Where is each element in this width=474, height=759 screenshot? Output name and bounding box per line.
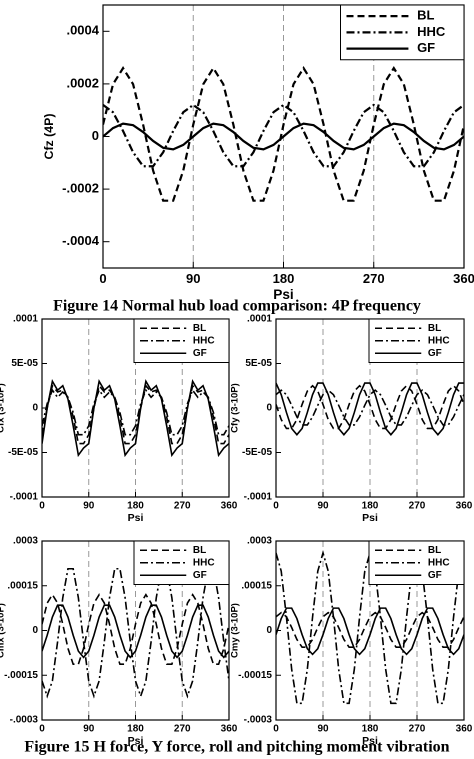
legend-label: HHC	[417, 24, 446, 39]
legend-label: GF	[417, 40, 435, 55]
x-tick-label: 180	[127, 501, 144, 512]
x-tick-label: 270	[409, 501, 426, 512]
x-tick-label: 360	[221, 724, 238, 735]
y-tick-label: 0	[92, 128, 99, 143]
y-tick-label: 0	[266, 625, 272, 636]
x-tick-label: 270	[174, 501, 191, 512]
y-tick-label: 0	[32, 625, 38, 636]
y-tick-label: .0003	[247, 536, 272, 547]
series-line	[276, 550, 464, 705]
x-axis-label: Psi	[128, 735, 144, 747]
y-tick-label: .0001	[13, 314, 38, 325]
x-tick-label: 360	[456, 501, 473, 512]
y-tick-label: .0001	[247, 314, 272, 325]
legend-box	[133, 318, 230, 363]
y-tick-label: .00015	[7, 580, 38, 591]
series-line	[276, 611, 464, 649]
caption: Figure 15 H force, Y force, roll and pit…	[24, 739, 449, 756]
legend-label: GF	[193, 570, 207, 581]
y-tick-label: .0002	[66, 75, 99, 90]
x-tick-label: 90	[317, 501, 329, 512]
x-axis-label: Psi	[273, 287, 293, 302]
series-line	[103, 103, 464, 168]
y-axis-label: Cmy (3-10P)	[230, 603, 241, 658]
y-tick-label: .0003	[13, 536, 38, 547]
series-line	[42, 384, 229, 445]
legend-label: HHC	[193, 557, 215, 568]
y-tick-label: -.0003	[10, 715, 39, 726]
x-tick-label: 270	[174, 724, 191, 735]
y-tick-label: -.0003	[244, 715, 273, 726]
legend-label: HHC	[428, 335, 450, 346]
x-tick-label: 270	[409, 724, 426, 735]
y-tick-label: 0	[32, 403, 38, 414]
x-tick-label: 0	[39, 724, 45, 735]
y-tick-label: -.0004	[62, 233, 100, 248]
y-tick-label: .0004	[66, 23, 99, 38]
series-line	[42, 388, 229, 436]
x-tick-label: 180	[362, 724, 379, 735]
x-tick-label: 270	[363, 271, 385, 286]
legend-label: BL	[193, 323, 206, 334]
series-line	[42, 567, 229, 699]
series-line	[276, 389, 464, 426]
y-tick-label: 5E-05	[11, 358, 38, 369]
y-tick-label: -.00015	[238, 670, 272, 681]
x-tick-label: 360	[221, 501, 238, 512]
y-axis-label: Cfy (3-10P)	[230, 383, 241, 433]
legend-label: GF	[428, 570, 442, 581]
y-tick-label: -5E-05	[242, 447, 272, 458]
x-axis-label: Psi	[362, 512, 378, 524]
x-tick-label: 0	[99, 271, 106, 286]
legend-label: GF	[428, 348, 442, 359]
x-tick-label: 360	[456, 724, 473, 735]
y-tick-label: -.0002	[62, 181, 99, 196]
x-tick-label: 90	[83, 501, 95, 512]
x-tick-label: 90	[186, 271, 200, 286]
y-tick-label: -.0001	[10, 492, 39, 503]
series-line	[42, 379, 229, 458]
series-line	[42, 604, 229, 659]
y-tick-label: -5E-05	[8, 447, 38, 458]
y-axis-label: Cfx (3-10P)	[0, 383, 7, 433]
x-tick-label: 180	[362, 501, 379, 512]
x-tick-label: 360	[453, 271, 474, 286]
series-line	[42, 593, 229, 666]
legend-box	[368, 540, 465, 585]
x-tick-label: 0	[273, 501, 279, 512]
x-tick-label: 90	[83, 724, 95, 735]
legend-label: GF	[193, 348, 207, 359]
x-tick-label: 180	[273, 271, 295, 286]
legend-label: BL	[428, 323, 441, 334]
x-axis-label: Psi	[362, 735, 378, 747]
y-tick-label: -.00015	[4, 670, 38, 681]
y-axis-label: Cmx (3-10P)	[0, 603, 7, 658]
series-line	[103, 66, 464, 202]
legend-label: BL	[417, 8, 434, 23]
legend-box	[133, 540, 230, 585]
legend-box	[368, 318, 465, 363]
legend-label: HHC	[193, 335, 215, 346]
series-line	[276, 382, 464, 436]
legend-label: BL	[193, 545, 206, 556]
plot-frame	[102, 4, 465, 269]
legend-label: HHC	[428, 557, 450, 568]
series-line	[103, 122, 464, 151]
x-tick-label: 0	[273, 724, 279, 735]
legend-label: BL	[428, 545, 441, 556]
series-line	[276, 607, 464, 656]
x-tick-label: 90	[317, 724, 329, 735]
y-tick-label: .00015	[241, 580, 272, 591]
y-tick-label: -.0001	[244, 492, 273, 503]
caption: Figure 14 Normal hub load comparison: 4P…	[53, 298, 421, 315]
x-tick-label: 0	[39, 501, 45, 512]
y-axis-label: Cfz (4P)	[42, 114, 56, 160]
y-tick-label: 5E-05	[245, 358, 272, 369]
x-axis-label: Psi	[128, 512, 144, 524]
y-tick-label: 0	[266, 403, 272, 414]
x-tick-label: 180	[127, 724, 144, 735]
